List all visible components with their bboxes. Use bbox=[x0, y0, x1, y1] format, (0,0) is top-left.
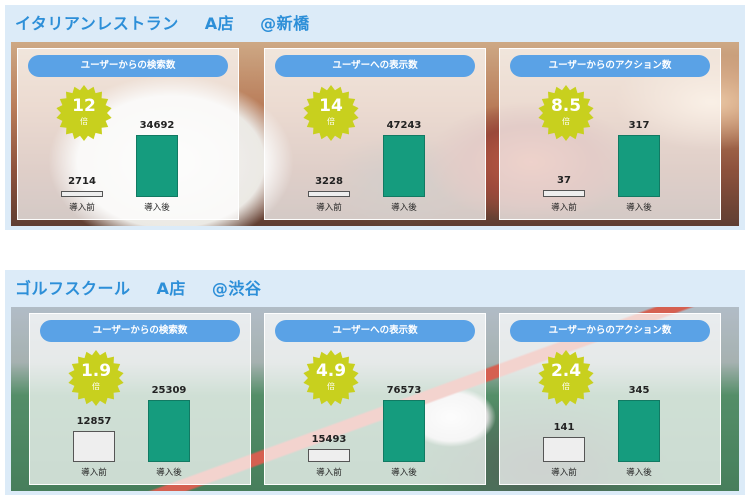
after-bar bbox=[148, 400, 190, 462]
before-caption: 導入前 bbox=[316, 468, 342, 478]
after-value: 34692 bbox=[139, 120, 175, 131]
before-value: 15493 bbox=[311, 434, 347, 445]
search-count-card: ユーザーからの検索数 12 倍 2714 導入前 34692 導入後 bbox=[17, 48, 239, 220]
after-bar bbox=[618, 135, 660, 197]
multiplier-value: 4.9 bbox=[315, 361, 347, 381]
before-caption: 導入前 bbox=[81, 468, 107, 478]
section-name: イタリアンレストラン bbox=[15, 14, 179, 33]
multiplier-value: 1.9 bbox=[80, 361, 112, 381]
golf-background-image: ユーザーからの検索数 1.9 倍 12857 導入前 25309 導入後 ユーザーへの表示数… bbox=[11, 307, 739, 491]
section-title: ゴルフスクール A店 @渋谷 bbox=[15, 275, 287, 299]
before-bar bbox=[543, 437, 585, 462]
before-bar bbox=[543, 190, 585, 197]
after-value: 25309 bbox=[151, 385, 187, 396]
food-background-image: ユーザーからの検索数 12 倍 2714 導入前 34692 導入後 ユーザーへの表示数 14… bbox=[11, 42, 739, 226]
search-count-card: ユーザーからの検索数 1.9 倍 12857 導入前 25309 導入後 bbox=[29, 313, 251, 485]
action-count-card: ユーザーからのアクション数 8.5 倍 37 導入前 317 導入後 bbox=[499, 48, 721, 220]
impression-count-card: ユーザーへの表示数 14 倍 3228 導入前 47243 導入後 bbox=[264, 48, 486, 220]
metric-label: ユーザーからのアクション数 bbox=[510, 320, 710, 342]
multiplier-value: 12 bbox=[72, 96, 96, 116]
starburst-icon bbox=[68, 350, 124, 406]
section-branch: A店 bbox=[204, 14, 235, 33]
section-title: イタリアンレストラン A店 @新橋 bbox=[15, 10, 336, 34]
action-count-card: ユーザーからのアクション数 2.4 倍 141 導入前 345 導入後 bbox=[499, 313, 721, 485]
multiplier-unit: 倍 bbox=[327, 117, 335, 126]
after-caption: 導入後 bbox=[391, 468, 417, 478]
before-value: 2714 bbox=[68, 176, 96, 187]
impression-count-card: ユーザーへの表示数 4.9 倍 15493 導入前 76573 導入後 bbox=[264, 313, 486, 485]
multiplier-unit: 倍 bbox=[562, 117, 570, 126]
multiplier-badge: 12 倍 bbox=[56, 85, 112, 141]
after-value: 47243 bbox=[386, 120, 422, 131]
after-caption: 導入後 bbox=[626, 203, 652, 213]
multiplier-unit: 倍 bbox=[562, 382, 570, 391]
before-caption: 導入前 bbox=[69, 203, 95, 213]
multiplier-badge: 8.5 倍 bbox=[538, 85, 594, 141]
section-location: @新橋 bbox=[260, 14, 310, 33]
before-caption: 導入前 bbox=[551, 468, 577, 478]
starburst-icon bbox=[303, 350, 359, 406]
after-value: 76573 bbox=[386, 385, 422, 396]
before-bar bbox=[73, 431, 115, 462]
after-caption: 導入後 bbox=[626, 468, 652, 478]
golf-section: ゴルフスクール A店 @渋谷 ユーザーからの検索数 1.9 倍 12857 導入前 25309… bbox=[5, 270, 745, 495]
section-name: ゴルフスクール bbox=[15, 279, 131, 298]
metric-label: ユーザーからの検索数 bbox=[40, 320, 240, 342]
before-value: 141 bbox=[553, 422, 575, 433]
multiplier-badge: 14 倍 bbox=[303, 85, 359, 141]
before-value: 12857 bbox=[76, 416, 112, 427]
multiplier-value: 8.5 bbox=[550, 96, 582, 116]
multiplier-value: 2.4 bbox=[550, 361, 582, 381]
multiplier-unit: 倍 bbox=[327, 382, 335, 391]
multiplier-badge: 1.9 倍 bbox=[68, 350, 124, 406]
after-bar bbox=[383, 400, 425, 462]
after-value: 345 bbox=[628, 385, 650, 396]
multiplier-badge: 2.4 倍 bbox=[538, 350, 594, 406]
before-caption: 導入前 bbox=[551, 203, 577, 213]
before-bar bbox=[61, 191, 103, 197]
after-caption: 導入後 bbox=[144, 203, 170, 213]
starburst-icon bbox=[303, 85, 359, 141]
multiplier-badge: 4.9 倍 bbox=[303, 350, 359, 406]
multiplier-value: 14 bbox=[319, 96, 343, 116]
before-value: 3228 bbox=[315, 176, 343, 187]
before-bar bbox=[308, 449, 350, 462]
metric-label: ユーザーへの表示数 bbox=[275, 320, 475, 342]
after-caption: 導入後 bbox=[156, 468, 182, 478]
starburst-icon bbox=[56, 85, 112, 141]
metric-label: ユーザーからのアクション数 bbox=[510, 55, 710, 77]
multiplier-unit: 倍 bbox=[92, 382, 100, 391]
metric-label: ユーザーへの表示数 bbox=[275, 55, 475, 77]
before-caption: 導入前 bbox=[316, 203, 342, 213]
after-value: 317 bbox=[628, 120, 650, 131]
section-branch: A店 bbox=[156, 279, 186, 298]
starburst-icon bbox=[538, 85, 594, 141]
metric-label: ユーザーからの検索数 bbox=[28, 55, 228, 77]
before-bar bbox=[308, 191, 350, 197]
after-bar bbox=[136, 135, 178, 197]
multiplier-unit: 倍 bbox=[80, 117, 88, 126]
section-location: @渋谷 bbox=[211, 279, 262, 298]
after-caption: 導入後 bbox=[391, 203, 417, 213]
restaurant-section: イタリアンレストラン A店 @新橋 ユーザーからの検索数 12 倍 2714 導入前 3469… bbox=[5, 5, 745, 230]
starburst-icon bbox=[538, 350, 594, 406]
before-value: 37 bbox=[557, 175, 571, 186]
after-bar bbox=[618, 400, 660, 462]
after-bar bbox=[383, 135, 425, 197]
